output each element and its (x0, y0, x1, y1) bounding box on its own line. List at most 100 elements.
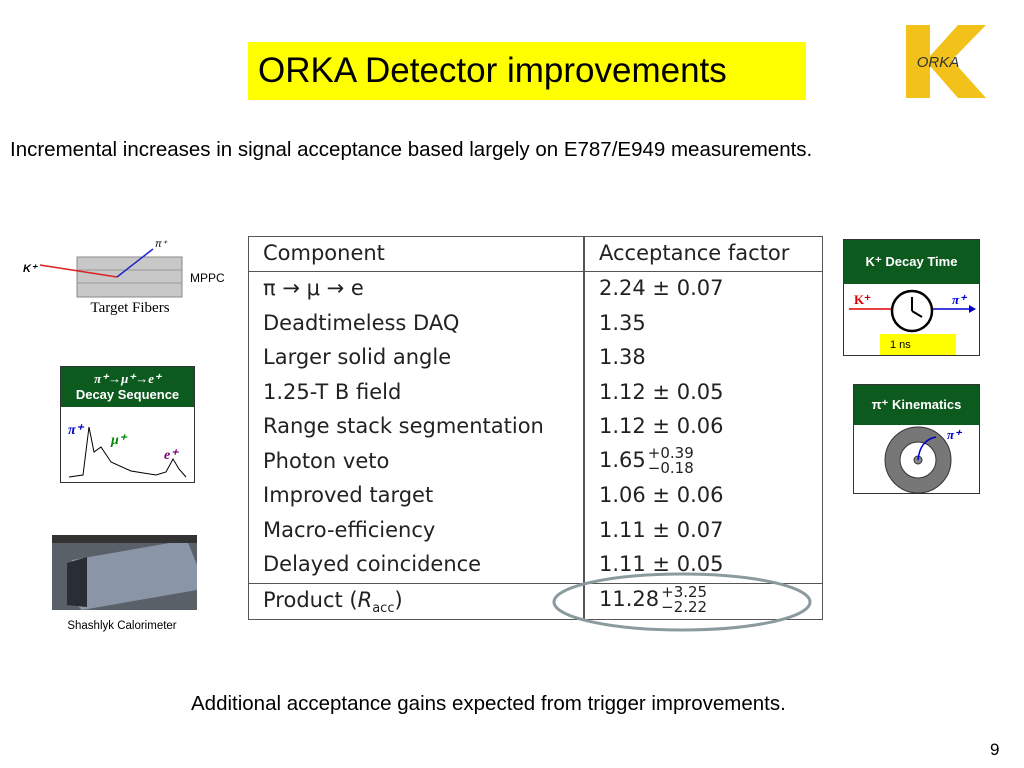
factor-cell: 2.24 ± 0.07 (599, 276, 723, 300)
factor-cell: 1.35 (599, 311, 646, 335)
shadow (52, 535, 197, 543)
component-cell: π → μ → e (263, 276, 364, 300)
upper: +3.25 (661, 583, 708, 601)
clock-hand (911, 310, 923, 318)
pion-label: π⁺ (952, 292, 968, 307)
acceptance-table: Component Acceptance factor π → μ → e 2.2… (248, 236, 823, 620)
lower: −2.22 (661, 598, 708, 616)
component-cell: Deadtimeless DAQ (263, 310, 460, 335)
value: 11.28 (599, 587, 660, 611)
table-row: Improved target 1.06 ± 0.06 (249, 479, 822, 513)
header-cell: Acceptance factor (599, 241, 790, 265)
pion-label: π⁺ (155, 239, 168, 250)
highlight (552, 572, 812, 632)
table-row: Delayed coincidence 1.11 ± 0.05 (249, 548, 822, 582)
total-row: Product (Racc) 11.28 +3.25 −2.22 (249, 583, 822, 618)
error-stack: +3.25 −2.22 (661, 585, 707, 615)
upper: +0.39 (647, 443, 694, 462)
table-row: 1.25-T B field 1.12 ± 0.05 (249, 376, 822, 410)
decay-sequence-subtitle: Decay Sequence (75, 387, 180, 402)
component-cell: Photon veto (263, 448, 390, 473)
subtitle: Incremental increases in signal acceptan… (10, 138, 813, 161)
component-cell: Larger solid angle (263, 345, 452, 369)
kaon-label: K⁺ (23, 263, 38, 275)
calorimeter-photo (52, 535, 197, 610)
page-number: 9 (990, 740, 1000, 759)
note: 1 ns (890, 339, 911, 351)
logo-k (906, 25, 986, 98)
factor-value: 1.12 ± 0.05 (599, 379, 724, 404)
header-row: Component Acceptance factor (249, 237, 822, 272)
title: ORKA Detector improvements (258, 51, 727, 90)
footer: Additional acceptance gains expected fro… (191, 692, 786, 715)
table-row: Deadtimeless DAQ 1.35 (249, 307, 822, 341)
table-row: Range stack segmentation 1.12 ± 0.06 (249, 410, 822, 444)
target-figure: K⁺ π⁺ MPPC Target Fibers (23, 239, 225, 316)
kinematics-box: π⁺ Kinematics π⁺ (853, 384, 980, 494)
decay-curve (68, 426, 187, 478)
pion-track (116, 248, 154, 278)
note-box (880, 334, 956, 355)
factor-cell: 1.11 ± 0.07 (599, 518, 723, 542)
factor-cell: 1.38 (599, 345, 646, 369)
factor-value: 1.06 ± 0.06 (599, 483, 724, 507)
text: Product ( (263, 588, 358, 612)
module-end (67, 557, 87, 607)
module (67, 540, 197, 610)
total-label: Product (Racc) (263, 588, 403, 616)
factor-value: 2.24 ± 0.07 (599, 276, 724, 300)
pion-label: π⁺ (68, 423, 85, 438)
table-row: Larger solid angle 1.38 (249, 341, 822, 375)
positron-label: e⁺ (164, 448, 179, 463)
factor-cell: 1.06 ± 0.06 (599, 483, 723, 507)
factor-value: 1.38 (599, 345, 646, 369)
decay-plot: π⁺ μ⁺ e⁺ (68, 423, 187, 478)
muon-label: μ⁺ (110, 433, 128, 448)
logo: ORKA (906, 25, 986, 98)
logo-text: ORKA (917, 54, 960, 71)
symbol: R (357, 588, 373, 612)
total-value: 11.28 +3.25 −2.22 (599, 585, 707, 615)
error-stack: +0.39 −0.18 (647, 443, 694, 477)
component-cell: 1.25-T B field (263, 379, 402, 404)
table-row: Macro-efficiency 1.11 ± 0.07 (249, 514, 822, 548)
decay-time-box: K⁺ Decay Time K⁺ π⁺ 1 ns (843, 239, 980, 356)
lower: −0.18 (647, 458, 694, 477)
decay-sequence-title: π⁺→μ⁺→e⁺ (94, 371, 161, 386)
factor-value: 1.11 ± 0.07 (599, 517, 724, 542)
component-cell: Delayed coincidence (263, 552, 482, 576)
component-cell: Range stack segmentation (263, 414, 544, 438)
fibers (76, 256, 183, 298)
fiber-caption: Target Fibers (90, 300, 169, 316)
title-box: ORKA Detector improvements (248, 42, 806, 100)
decay-sequence-box: π⁺→μ⁺→e⁺ Decay Sequence π⁺ μ⁺ e⁺ (60, 366, 195, 483)
factor-value: 1.12 ± 0.06 (599, 414, 724, 438)
factor-value: 1.11 ± 0.05 (599, 552, 724, 576)
sensor-label: MPPC (190, 271, 225, 285)
component-cell: Improved target (263, 483, 434, 507)
factor-value: 1.35 (599, 310, 646, 335)
text: ) (394, 588, 403, 612)
factor-value: 1.65 (599, 447, 646, 472)
pion-track (917, 436, 937, 461)
decay-time-title: K⁺ Decay Time (844, 240, 979, 284)
clock-figure: K⁺ π⁺ 1 ns (849, 289, 976, 355)
table-row: π → μ → e 2.24 ± 0.07 (249, 272, 822, 306)
subscript: acc (372, 601, 395, 617)
kaon-label: K⁺ (854, 292, 871, 307)
component-cell: Macro-efficiency (263, 517, 436, 542)
ring-figure: π⁺ (884, 426, 963, 494)
pion-label: π⁺ (947, 427, 963, 442)
calorimeter-caption: Shashlyk Calorimeter (67, 620, 177, 632)
column-divider (583, 237, 585, 619)
decay-sequence-header: π⁺→μ⁺→e⁺ Decay Sequence (61, 367, 194, 407)
factor-cell: 1.65 +0.39 −0.18 (599, 443, 694, 477)
header-cell: Component (263, 241, 385, 265)
factor-cell: 1.12 ± 0.06 (599, 414, 723, 438)
kinematics-title: π⁺ Kinematics (854, 385, 979, 425)
factor-cell: 1.12 ± 0.05 (599, 380, 723, 404)
kaon-track (39, 264, 118, 278)
highlight-ellipse (552, 572, 812, 632)
factor-cell: 1.11 ± 0.05 (599, 552, 723, 576)
